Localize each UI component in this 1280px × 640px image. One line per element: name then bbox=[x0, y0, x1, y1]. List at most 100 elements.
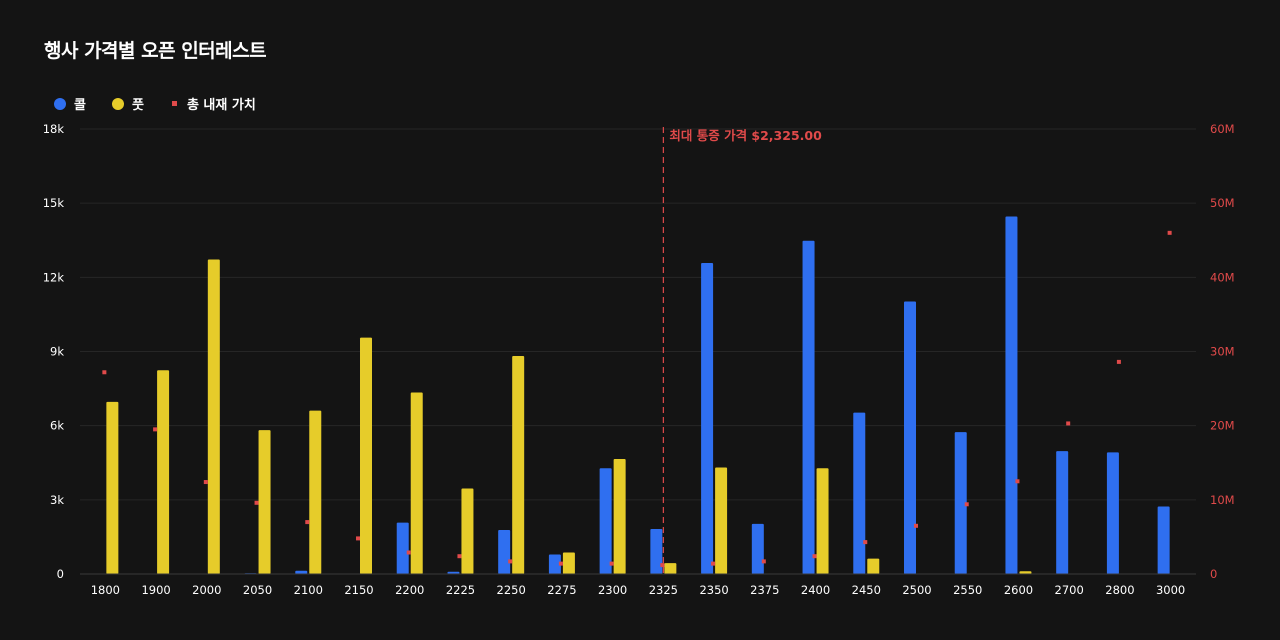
y-right-tick-label: 20M bbox=[1210, 419, 1235, 433]
x-tick-label: 2450 bbox=[852, 583, 881, 597]
y-left-tick-label: 9k bbox=[50, 345, 64, 359]
x-tick-label: 2350 bbox=[699, 583, 728, 597]
legend-marker-calls bbox=[54, 97, 66, 110]
max-pain-label: 최대 통증 가격 $2,325.00 bbox=[669, 128, 822, 143]
grid-lines bbox=[80, 128, 1196, 501]
x-tick-label: 3000 bbox=[1156, 583, 1185, 597]
axes: 0 3k 6k 9k 12k 15k 18k 0 10M 20M 30M 40M 50M 60M 1800 1… bbox=[43, 122, 1235, 597]
intrinsic-value-point bbox=[660, 563, 665, 568]
chart-title: 행사 가격별 오픈 인터레스트 bbox=[44, 40, 267, 62]
put-bar bbox=[613, 459, 626, 574]
x-tick-label: 2000 bbox=[192, 583, 221, 597]
intrinsic-value-point bbox=[812, 554, 817, 559]
put-bar bbox=[664, 563, 677, 574]
intrinsic-value-point bbox=[558, 561, 563, 566]
legend-item-puts[interactable]: 풋 bbox=[111, 94, 144, 113]
intrinsic-value-point bbox=[102, 370, 107, 375]
bars bbox=[106, 216, 1170, 575]
put-bar bbox=[562, 552, 575, 574]
x-tick-label: 1800 bbox=[91, 583, 120, 597]
intrinsic-value-point bbox=[153, 427, 158, 432]
call-bar bbox=[751, 523, 764, 574]
intrinsic-value-point bbox=[711, 561, 716, 566]
x-tick-label: 2050 bbox=[243, 583, 272, 597]
call-bar bbox=[853, 412, 866, 574]
legend-label-intrinsic-value: 총 내재 가치 bbox=[186, 98, 256, 113]
call-bar bbox=[904, 301, 916, 574]
put-bar bbox=[106, 401, 119, 574]
intrinsic-value-point bbox=[508, 559, 513, 564]
y-left-tick-label: 15k bbox=[43, 196, 65, 210]
put-bar bbox=[715, 467, 728, 574]
intrinsic-value-point bbox=[1066, 421, 1071, 426]
intrinsic-value-points bbox=[102, 230, 1172, 568]
put-bar bbox=[461, 488, 474, 574]
call-bar bbox=[447, 571, 460, 574]
legend-item-calls[interactable]: 콜 bbox=[54, 94, 86, 113]
call-bar bbox=[1005, 216, 1018, 574]
call-bar bbox=[802, 240, 815, 574]
intrinsic-value-point bbox=[406, 550, 411, 555]
x-tick-label: 2100 bbox=[294, 583, 323, 597]
call-bar bbox=[1056, 451, 1069, 574]
legend-marker-puts bbox=[111, 97, 124, 110]
call-bar bbox=[701, 262, 714, 574]
x-tick-label: 2800 bbox=[1105, 583, 1134, 597]
legend-label-puts: 풋 bbox=[131, 98, 144, 113]
call-bar bbox=[295, 570, 308, 574]
x-tick-label: 2600 bbox=[1004, 583, 1033, 597]
x-tick-label: 2275 bbox=[547, 583, 576, 597]
max-pain-annotation: 최대 통증 가격 $2,325.00 bbox=[662, 127, 822, 574]
put-bar bbox=[512, 355, 525, 574]
y-left-tick-label: 6k bbox=[50, 419, 64, 433]
put-bar bbox=[816, 468, 829, 574]
legend-marker-intrinsic-value bbox=[171, 101, 177, 106]
intrinsic-value-point bbox=[609, 561, 614, 566]
x-tick-label: 2700 bbox=[1055, 583, 1084, 597]
x-tick-label: 2400 bbox=[801, 583, 830, 597]
intrinsic-value-point bbox=[1167, 230, 1172, 235]
call-bar bbox=[599, 468, 612, 574]
y-right-tick-label: 50M bbox=[1210, 196, 1235, 210]
y-right-tick-label: 30M bbox=[1210, 345, 1235, 359]
x-tick-label: 2500 bbox=[902, 583, 931, 597]
y-left-tick-label: 12k bbox=[43, 270, 65, 284]
legend-item-intrinsic-value[interactable]: 총 내재 가치 bbox=[170, 94, 256, 113]
intrinsic-value-point bbox=[254, 500, 259, 505]
x-tick-label: 2325 bbox=[649, 583, 678, 597]
x-tick-label: 2225 bbox=[446, 583, 475, 597]
y-left-tick-label: 3k bbox=[50, 493, 64, 507]
x-tick-label: 2375 bbox=[750, 583, 779, 597]
intrinsic-value-point bbox=[964, 502, 969, 507]
intrinsic-value-point bbox=[203, 480, 208, 485]
call-bar bbox=[396, 522, 409, 574]
intrinsic-value-point bbox=[1015, 479, 1020, 484]
call-bar bbox=[498, 529, 511, 574]
intrinsic-value-point bbox=[761, 559, 766, 564]
chart-legend: 콜 풋 총 내재 가치 bbox=[54, 94, 282, 113]
intrinsic-value-point bbox=[356, 536, 360, 541]
x-tick-label: 1900 bbox=[141, 583, 170, 597]
y-left-tick-label: 0 bbox=[57, 567, 64, 581]
y-right-tick-label: 40M bbox=[1210, 270, 1235, 284]
put-bar bbox=[258, 430, 271, 574]
intrinsic-value-point bbox=[305, 520, 310, 525]
y-right-tick-label: 60M bbox=[1210, 122, 1235, 136]
x-tick-label: 2550 bbox=[953, 583, 982, 597]
put-bar bbox=[207, 259, 220, 574]
call-bar bbox=[954, 432, 967, 574]
intrinsic-value-point bbox=[457, 554, 462, 559]
put-bar bbox=[157, 370, 170, 574]
y-right-tick-label: 0 bbox=[1210, 567, 1217, 581]
put-bar bbox=[309, 410, 322, 574]
y-right-tick-label: 10M bbox=[1210, 493, 1235, 507]
call-bar bbox=[650, 529, 663, 574]
put-bar bbox=[867, 558, 880, 574]
x-tick-label: 2200 bbox=[395, 583, 424, 597]
intrinsic-value-point bbox=[1116, 359, 1121, 364]
call-bar bbox=[1157, 506, 1170, 574]
put-bar bbox=[1019, 571, 1032, 574]
put-bar bbox=[360, 337, 372, 574]
call-bar bbox=[548, 554, 561, 574]
